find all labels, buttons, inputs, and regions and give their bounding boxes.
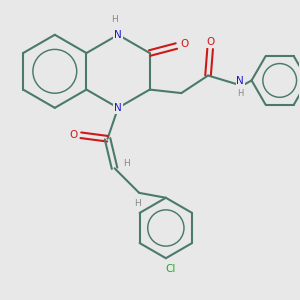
Text: O: O (70, 130, 78, 140)
Text: O: O (180, 39, 188, 49)
Text: H: H (237, 89, 244, 98)
Text: N: N (114, 103, 122, 113)
Text: O: O (206, 37, 214, 47)
Text: H: H (134, 199, 140, 208)
Text: H: H (123, 159, 130, 168)
Text: N: N (114, 30, 122, 40)
Text: H: H (111, 15, 118, 24)
Text: N: N (236, 76, 244, 86)
Text: Cl: Cl (165, 264, 175, 274)
